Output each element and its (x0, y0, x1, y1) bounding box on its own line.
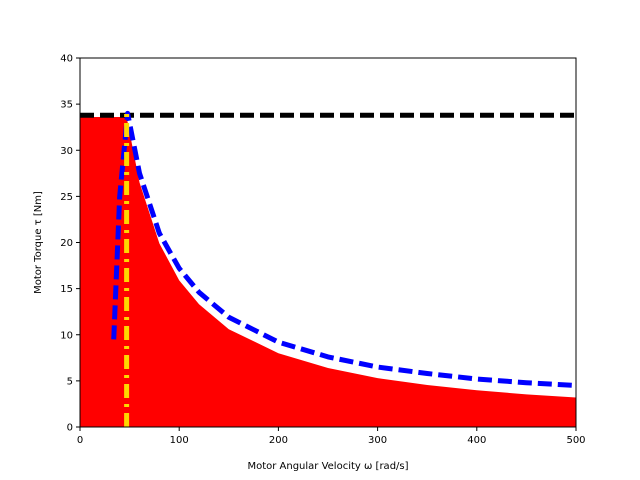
x-tick-label: 300 (368, 435, 387, 446)
y-tick-label: 20 (60, 238, 73, 249)
y-tick-label: 25 (60, 192, 73, 203)
x-tick-label: 500 (566, 435, 585, 446)
y-tick-label: 15 (60, 284, 73, 295)
x-tick-label: 400 (467, 435, 486, 446)
y-tick-label: 35 (60, 100, 73, 111)
plot-area (80, 110, 576, 427)
y-tick-label: 10 (60, 330, 73, 341)
axes-frame (79, 57, 577, 428)
y-axis-label: Motor Torque τ [Nm] (33, 191, 44, 294)
x-tick-label: 0 (77, 435, 83, 446)
x-tick-label: 100 (170, 435, 189, 446)
y-tick-label: 0 (67, 423, 73, 434)
torque-curve-line (111, 110, 576, 388)
y-tick-label: 40 (60, 54, 73, 65)
y-tick-label: 30 (60, 146, 73, 157)
torque-region-area (80, 117, 576, 427)
x-tick-label: 200 (269, 435, 288, 446)
x-axis-label: Motor Angular Velocity ω [rad/s] (247, 461, 408, 472)
axis-ticks: 0 100 200 300 400 500 0 5 10 15 20 25 30 35 40 (60, 54, 585, 447)
y-tick-label: 5 (67, 376, 73, 387)
